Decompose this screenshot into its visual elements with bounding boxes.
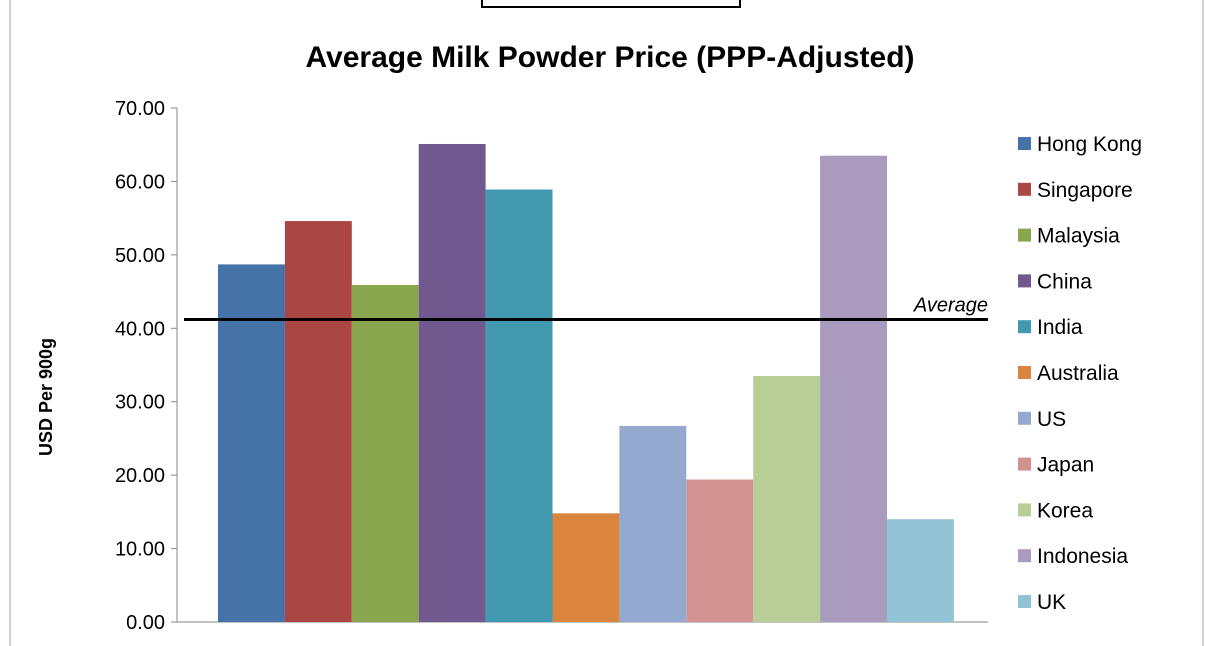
legend-swatch (1018, 549, 1031, 563)
bar-korea (753, 376, 821, 622)
y-tick-label: 10.00 (115, 539, 165, 561)
bars (218, 143, 954, 623)
legend-swatch (1018, 595, 1031, 608)
legend-swatch (1018, 137, 1031, 150)
legend-label: Singapore (1037, 179, 1133, 202)
y-tick-label: 30.00 (115, 392, 165, 414)
bar-china (418, 143, 486, 623)
legend-label: Indonesia (1037, 545, 1128, 568)
legend: Hong Kong Singapore Malaysia China India Aust… (1018, 133, 1142, 614)
legend-label: UK (1037, 591, 1066, 614)
legend-label: Australia (1037, 362, 1119, 385)
legend-label: Hong Kong (1037, 133, 1142, 156)
legend-label: Korea (1037, 499, 1093, 522)
legend-label: US (1037, 408, 1066, 431)
bar-malaysia (351, 284, 419, 622)
legend-swatch (1018, 457, 1031, 471)
y-tick-label: 0.00 (126, 612, 165, 634)
bar-japan (686, 479, 754, 622)
bar-australia (552, 513, 620, 622)
bar-hong-kong (218, 264, 285, 622)
legend-label: China (1037, 270, 1092, 293)
legend-swatch (1018, 503, 1031, 517)
y-tick-label: 50.00 (115, 245, 165, 267)
average-label: Average (913, 294, 988, 316)
legend-swatch (1018, 320, 1031, 334)
legend-swatch (1018, 274, 1031, 288)
legend-label: India (1037, 316, 1083, 339)
chart-title: Average Milk Powder Price (PPP-Adjusted) (305, 41, 914, 74)
bar-indonesia (820, 155, 887, 622)
y-ticks: 0.00 10.00 20.00 30.00 40.00 50.00 60.00 70.00 (115, 98, 177, 634)
legend-swatch (1018, 228, 1031, 242)
y-tick-label: 60.00 (115, 171, 165, 193)
top-fragment (481, 0, 741, 8)
legend-label: Japan (1037, 454, 1094, 477)
legend-label: Malaysia (1037, 225, 1120, 248)
legend-swatch (1018, 182, 1031, 196)
bar-uk (887, 519, 954, 622)
legend-swatch (1018, 411, 1031, 425)
bar-us (619, 425, 687, 622)
y-tick-label: 20.00 (115, 465, 165, 487)
y-axis-label: USD Per 900g (36, 338, 56, 456)
bar-singapore (284, 221, 352, 622)
legend-swatch (1018, 366, 1031, 379)
y-tick-label: 40.00 (115, 318, 165, 340)
y-tick-label: 70.00 (115, 98, 165, 120)
bar-india (485, 189, 553, 622)
